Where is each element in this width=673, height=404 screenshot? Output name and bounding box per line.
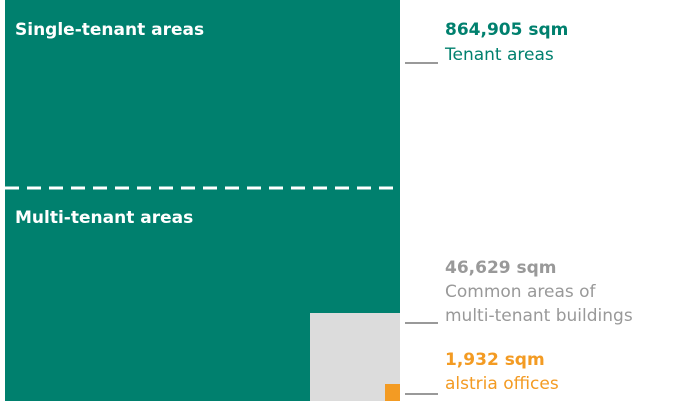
legend-text: alstria offices: [445, 374, 559, 394]
area-label: Single-tenant areas: [15, 20, 204, 40]
office-block: [385, 384, 400, 401]
legend-text: Common areas of: [445, 282, 597, 302]
legend-value: 864,905 sqm: [445, 20, 568, 40]
legend-value: 46,629 sqm: [445, 258, 557, 278]
area-label: Multi-tenant areas: [15, 208, 193, 228]
legend-text: multi-tenant buildings: [445, 306, 633, 326]
legend-text: Tenant areas: [444, 45, 554, 65]
legend-value: 1,932 sqm: [445, 350, 545, 370]
